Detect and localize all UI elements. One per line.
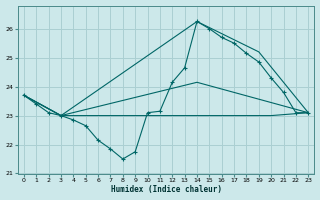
X-axis label: Humidex (Indice chaleur): Humidex (Indice chaleur) bbox=[111, 185, 221, 194]
